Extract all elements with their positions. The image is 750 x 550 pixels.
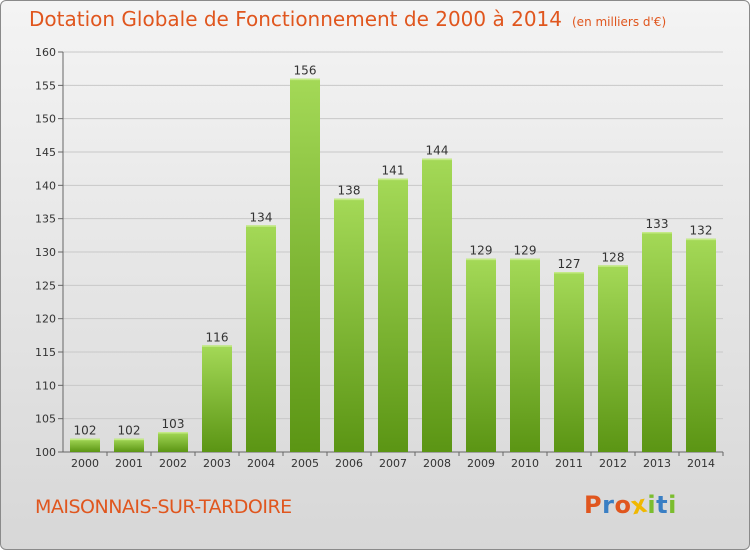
brand-letter: i (668, 491, 677, 519)
bar-top-highlight (290, 78, 320, 81)
chart-title: Dotation Globale de Fonctionnement de 20… (29, 7, 562, 31)
bar-value-label: 138 (338, 184, 361, 198)
bar-top-highlight (70, 438, 100, 441)
x-tick-label: 2006 (335, 457, 363, 470)
y-tick-label: 125 (35, 279, 56, 292)
y-tick-label: 110 (35, 379, 56, 392)
bar-top-highlight (642, 232, 672, 234)
x-tick-label: 2004 (247, 457, 275, 470)
bar (378, 178, 408, 452)
bar-top-highlight (510, 258, 540, 261)
x-tick-label: 2000 (71, 457, 99, 470)
bar-top-highlight (334, 198, 364, 201)
x-tick-label: 2007 (379, 457, 407, 470)
brand-letter: P (584, 491, 603, 519)
commune-name: MAISONNAIS-SUR-TARDOIRE (35, 496, 292, 518)
brand-letter: o (614, 491, 632, 519)
x-tick-label: 2005 (291, 457, 319, 470)
bar-value-label: 156 (294, 64, 317, 78)
proxiti-logo: Proxiti (584, 490, 677, 521)
y-tick-label: 155 (35, 79, 56, 92)
y-tick-label: 115 (35, 346, 56, 359)
bar (114, 438, 144, 452)
brand-letter: r (602, 491, 615, 519)
x-tick-label: 2012 (599, 457, 627, 470)
bar-top-highlight (598, 265, 628, 267)
x-tick-label: 2013 (643, 457, 671, 470)
brand-letter: t (656, 491, 669, 519)
bar-value-label: 144 (426, 144, 449, 158)
bar-value-label: 141 (382, 164, 405, 178)
bar (70, 438, 100, 452)
bar (466, 258, 496, 452)
x-tick-label: 2014 (687, 457, 715, 470)
bar (290, 78, 320, 453)
y-tick-label: 150 (35, 113, 56, 126)
bar-value-label: 132 (690, 224, 713, 238)
bar (554, 272, 584, 452)
bar-top-highlight (246, 225, 276, 227)
bar-value-label: 103 (162, 417, 185, 431)
chart-title-block: Dotation Globale de Fonctionnement de 20… (29, 7, 666, 31)
bar-top-highlight (554, 272, 584, 274)
bar (422, 158, 452, 452)
bar-top-highlight (686, 238, 716, 241)
bar-value-label: 134 (250, 210, 273, 224)
brand-letter: i (647, 491, 657, 519)
bar (202, 345, 232, 452)
bar (334, 198, 364, 452)
bar-top-highlight (422, 158, 452, 161)
bar-value-label: 133 (646, 217, 669, 231)
bar-value-label: 102 (74, 424, 97, 438)
x-tick-label: 2010 (511, 457, 539, 470)
x-tick-label: 2008 (423, 457, 451, 470)
bar-top-highlight (378, 178, 408, 181)
bar-top-highlight (114, 438, 144, 441)
x-tick-label: 2011 (555, 457, 583, 470)
y-tick-label: 100 (35, 446, 56, 459)
bar (158, 432, 188, 452)
x-tick-label: 2009 (467, 457, 495, 470)
y-tick-label: 135 (35, 213, 56, 226)
x-tick-label: 2001 (115, 457, 143, 470)
bar-top-highlight (202, 345, 232, 347)
bar (246, 225, 276, 452)
bar-value-label: 128 (602, 250, 625, 264)
bar (642, 232, 672, 452)
y-tick-label: 120 (35, 313, 56, 326)
bar-top-highlight (158, 432, 188, 434)
y-tick-label: 160 (35, 46, 56, 59)
bar-value-label: 102 (118, 424, 141, 438)
bar (510, 258, 540, 452)
bar-value-label: 129 (470, 244, 493, 258)
x-tick-label: 2003 (203, 457, 231, 470)
y-tick-label: 105 (35, 413, 56, 426)
chart-unit: (en milliers d'€) (572, 15, 667, 29)
bar-value-label: 116 (206, 330, 229, 344)
bar-value-label: 129 (514, 244, 537, 258)
bar (598, 265, 628, 452)
x-tick-label: 2002 (159, 457, 187, 470)
bar (686, 238, 716, 452)
bar-value-label: 127 (558, 257, 581, 271)
bar-top-highlight (466, 258, 496, 261)
y-tick-label: 130 (35, 246, 56, 259)
y-tick-label: 140 (35, 179, 56, 192)
y-tick-label: 145 (35, 146, 56, 159)
